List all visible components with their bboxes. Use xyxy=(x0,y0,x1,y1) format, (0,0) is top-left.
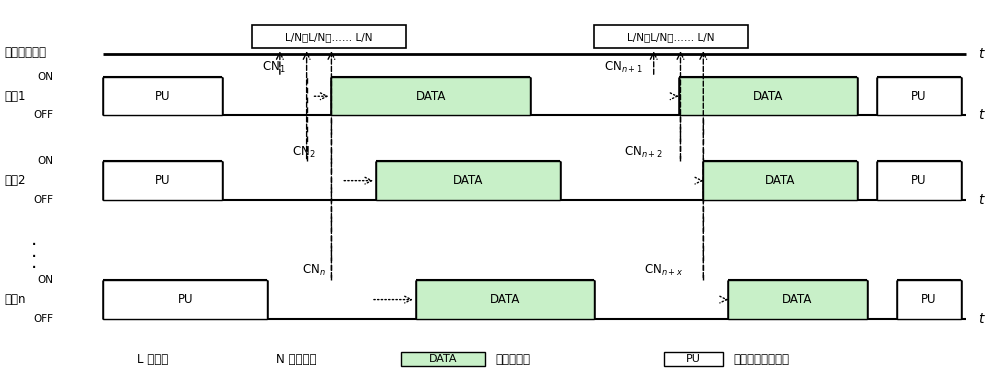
Text: t: t xyxy=(978,109,984,122)
Bar xyxy=(416,280,594,319)
Text: ：主用户占用信道: ：主用户占用信道 xyxy=(733,352,789,366)
Bar xyxy=(331,77,530,115)
Text: CN$_n$: CN$_n$ xyxy=(302,263,325,278)
Text: ：发送数据: ：发送数据 xyxy=(495,352,530,366)
Text: t: t xyxy=(978,47,984,61)
Text: ON: ON xyxy=(38,276,54,285)
Text: OFF: OFF xyxy=(34,314,54,324)
Text: N ：协商包: N ：协商包 xyxy=(276,352,317,366)
Text: PU: PU xyxy=(911,90,927,103)
Text: CN$_{n+2}$: CN$_{n+2}$ xyxy=(624,144,663,160)
Bar xyxy=(376,162,560,200)
Bar xyxy=(877,77,961,115)
Text: 公共控制信道: 公共控制信道 xyxy=(4,45,46,59)
Text: DATA: DATA xyxy=(429,354,457,364)
Bar xyxy=(401,352,485,367)
Text: L/N；L/N；…… L/N: L/N；L/N；…… L/N xyxy=(285,32,373,42)
Text: ON: ON xyxy=(38,156,54,167)
Text: t: t xyxy=(978,193,984,207)
Text: DATA: DATA xyxy=(490,293,520,306)
Text: CN$_{n+1}$: CN$_{n+1}$ xyxy=(604,60,643,75)
Text: PU: PU xyxy=(686,354,701,364)
Bar xyxy=(103,280,267,319)
Text: CN$_1$: CN$_1$ xyxy=(262,60,286,75)
Text: DATA: DATA xyxy=(765,174,795,187)
Text: ·: · xyxy=(31,260,37,278)
Bar xyxy=(664,352,723,367)
Bar xyxy=(703,162,857,200)
Text: L/N；L/N；…… L/N: L/N；L/N；…… L/N xyxy=(627,32,715,42)
Bar xyxy=(897,280,961,319)
Text: ·: · xyxy=(31,236,37,255)
Text: CN$_{n+x}$: CN$_{n+x}$ xyxy=(644,263,683,278)
Bar xyxy=(877,162,961,200)
Text: PU: PU xyxy=(177,293,193,306)
Bar xyxy=(728,280,867,319)
Text: DATA: DATA xyxy=(753,90,783,103)
Text: PU: PU xyxy=(155,174,171,187)
Bar xyxy=(103,77,222,115)
Text: PU: PU xyxy=(911,174,927,187)
Text: 信道n: 信道n xyxy=(4,293,26,306)
Bar xyxy=(252,25,406,48)
Text: DATA: DATA xyxy=(782,293,813,306)
Bar xyxy=(103,162,222,200)
Text: ·: · xyxy=(31,248,37,267)
Text: ON: ON xyxy=(38,72,54,82)
Text: PU: PU xyxy=(921,293,937,306)
Text: OFF: OFF xyxy=(34,111,54,120)
Text: 信道2: 信道2 xyxy=(4,174,26,187)
Text: DATA: DATA xyxy=(415,90,446,103)
Bar xyxy=(594,25,748,48)
Bar xyxy=(679,77,857,115)
Text: 信道1: 信道1 xyxy=(4,90,26,103)
Text: L ：监听: L ：监听 xyxy=(137,352,169,366)
Text: CN$_2$: CN$_2$ xyxy=(292,144,315,160)
Text: DATA: DATA xyxy=(453,174,483,187)
Text: t: t xyxy=(978,312,984,326)
Text: PU: PU xyxy=(155,90,171,103)
Text: OFF: OFF xyxy=(34,195,54,205)
